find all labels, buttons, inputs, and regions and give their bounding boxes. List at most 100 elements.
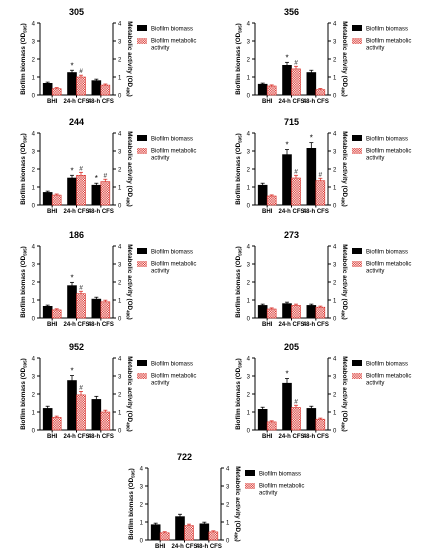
y-tick-label: 3 <box>32 375 36 381</box>
bar-metabolic-activity <box>76 394 86 431</box>
y-tick-label: 2 <box>140 503 144 509</box>
y-tick-label: 0 <box>118 94 122 100</box>
legend-label-activity: activity <box>259 491 277 497</box>
significance-marker: * <box>285 53 288 62</box>
bar-biofilm-biomass <box>91 298 102 319</box>
bar-biofilm-biomass <box>282 65 292 96</box>
legend-label-biomass: Biofilm biomass <box>366 362 408 368</box>
y-tick-label: 0 <box>118 317 122 323</box>
y-tick-label: 2 <box>247 393 251 399</box>
legend-swatch-biomass <box>137 25 147 31</box>
bar-biofilm-biomass <box>42 305 53 319</box>
legend-label-activity: activity <box>151 381 169 387</box>
y-tick-label: 2 <box>118 168 122 174</box>
bar-biofilm-biomass <box>175 516 185 541</box>
chart-title: 305 <box>69 7 84 17</box>
y-tick-label: 1 <box>32 186 36 192</box>
y-tick-label: 1 <box>247 76 251 82</box>
x-tick-label: BHI <box>262 99 273 105</box>
y-tick-label: 2 <box>118 393 122 399</box>
y-tick-label: 0 <box>32 204 36 210</box>
x-tick-label: BHI <box>262 434 273 440</box>
bar-metabolic-activity <box>266 195 277 206</box>
y-axis-label-left: Biofilm biomass (OD595) <box>128 468 136 540</box>
y-tick-label: 4 <box>118 357 122 363</box>
y-axis-label-right: Metabolic activity (OD490) <box>234 466 242 541</box>
y-tick-label: 4 <box>140 467 144 473</box>
bar-metabolic-activity <box>315 89 326 96</box>
y-tick-label: 3 <box>118 263 122 269</box>
y-tick-label: 4 <box>32 132 36 138</box>
bar-biofilm-biomass <box>257 184 268 206</box>
y-tick-label: 2 <box>118 281 122 287</box>
legend-swatch-activity <box>352 373 362 379</box>
bar-biofilm-biomass <box>306 72 317 96</box>
y-tick-label: 1 <box>247 299 251 305</box>
y-tick-label: 1 <box>140 521 144 527</box>
x-tick-label: BHI <box>47 434 58 440</box>
y-tick-label: 3 <box>32 150 36 156</box>
y-tick-label: 3 <box>32 40 36 46</box>
y-tick-label: 0 <box>118 204 122 210</box>
y-tick-label: 4 <box>118 132 122 138</box>
x-tick-label: 24-h CFS <box>63 322 89 328</box>
bar-biofilm-biomass <box>306 305 317 319</box>
bar-biofilm-biomass <box>91 399 102 431</box>
bar-biofilm-biomass <box>282 382 292 431</box>
significance-marker: * <box>285 370 288 379</box>
legend-label-activity: activity <box>366 381 384 387</box>
significance-marker: * <box>310 134 313 143</box>
legend-label-activity: Biofilm metabolic <box>366 262 411 268</box>
y-tick-label: 1 <box>333 411 337 417</box>
chart-title: 186 <box>69 230 84 240</box>
legend-swatch-activity <box>137 148 147 154</box>
x-tick-label: 48-h CFS <box>303 322 329 328</box>
bar-metabolic-activity <box>76 76 86 96</box>
legend-swatch-activity <box>352 261 362 267</box>
significance-marker: * <box>70 367 73 376</box>
legend-label-biomass: Biofilm biomass <box>151 250 193 256</box>
chart-title: 356 <box>284 7 299 17</box>
y-axis-label-left: Biofilm biomass (OD595) <box>20 358 28 430</box>
bar-metabolic-activity <box>100 181 111 206</box>
y-tick-label: 2 <box>333 393 337 399</box>
bar-metabolic-activity <box>76 175 86 206</box>
bar-biofilm-biomass <box>91 184 102 206</box>
legend-swatch-biomass <box>137 248 147 254</box>
y-tick-label: 3 <box>333 150 337 156</box>
legend-swatch-biomass <box>137 135 147 141</box>
y-axis-label-right: Metabolic activity (OD490) <box>341 131 349 206</box>
significance-marker: # <box>294 398 298 405</box>
y-tick-label: 4 <box>226 467 230 473</box>
chart-panel: 715 0 0 1 1 2 2 3 3 4 4 Biofilm biomass (OD595) Meta… <box>235 117 411 215</box>
bar-biofilm-biomass <box>67 285 77 319</box>
significance-marker: * <box>95 174 98 183</box>
bar-metabolic-activity <box>266 421 277 431</box>
significance-marker: # <box>294 168 298 175</box>
x-tick-label: 48-h CFS <box>303 209 329 215</box>
legend-label-activity: Biofilm metabolic <box>151 374 196 380</box>
y-tick-label: 3 <box>226 485 230 491</box>
y-tick-label: 4 <box>247 245 251 251</box>
x-tick-label: 24-h CFS <box>63 434 89 440</box>
chart-panel: 205 0 0 1 1 2 2 3 3 4 4 Biofilm biomass (OD595) Meta… <box>235 342 411 440</box>
bar-metabolic-activity <box>266 85 277 96</box>
bar-biofilm-biomass <box>150 524 161 541</box>
legend-label-activity: Biofilm metabolic <box>366 149 411 155</box>
y-tick-label: 1 <box>118 186 122 192</box>
bar-metabolic-activity <box>291 177 301 206</box>
bar-biofilm-biomass <box>91 80 102 96</box>
legend-swatch-biomass <box>137 360 147 366</box>
legend-label-biomass: Biofilm biomass <box>366 250 408 256</box>
legend-label-biomass: Biofilm biomass <box>366 137 408 143</box>
significance-marker: # <box>79 165 83 172</box>
chart-title: 205 <box>284 342 299 352</box>
y-tick-label: 4 <box>333 132 337 138</box>
bar-metabolic-activity <box>315 180 326 206</box>
bar-biofilm-biomass <box>67 72 77 96</box>
significance-marker: * <box>70 273 73 282</box>
x-tick-label: 24-h CFS <box>278 434 304 440</box>
y-tick-label: 1 <box>247 411 251 417</box>
chart-title: 715 <box>284 117 299 127</box>
